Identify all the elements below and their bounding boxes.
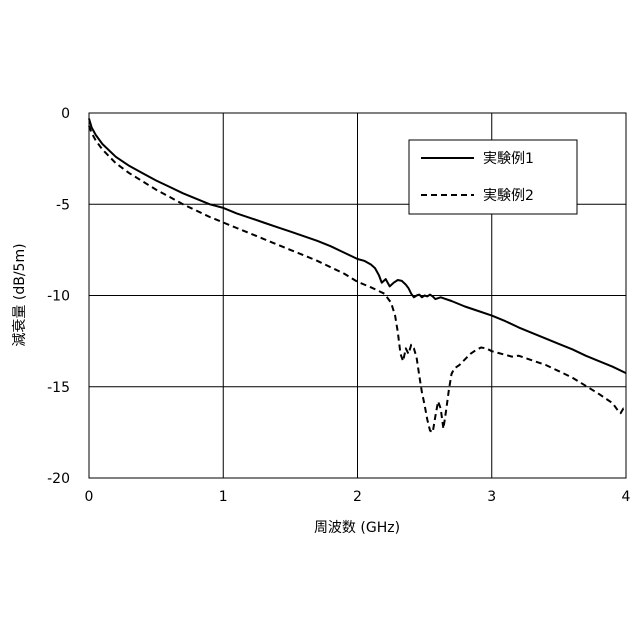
y-tick-label: -20: [47, 471, 70, 487]
x-tick-labels: 0 1 2 3 4: [85, 489, 631, 505]
x-tick-label: 2: [353, 489, 362, 505]
y-tick-label: -5: [56, 197, 70, 213]
y-tick-label: -10: [47, 289, 70, 305]
y-axis-label: 減衰量 (dB/5m): [11, 243, 28, 346]
legend: 実験例1 実験例2: [409, 140, 577, 214]
legend-label-series-2: 実験例2: [483, 188, 534, 204]
y-tick-labels: 0 -5 -10 -15 -20: [47, 106, 70, 487]
x-tick-label: 0: [85, 489, 94, 505]
x-tick-label: 4: [622, 489, 631, 505]
x-tick-label: 3: [487, 489, 496, 505]
legend-label-series-1: 実験例1: [483, 151, 534, 167]
x-axis-label: 周波数 (GHz): [314, 520, 400, 536]
y-tick-label: 0: [61, 106, 70, 122]
y-tick-label: -15: [47, 380, 70, 396]
x-tick-label: 1: [219, 489, 228, 505]
